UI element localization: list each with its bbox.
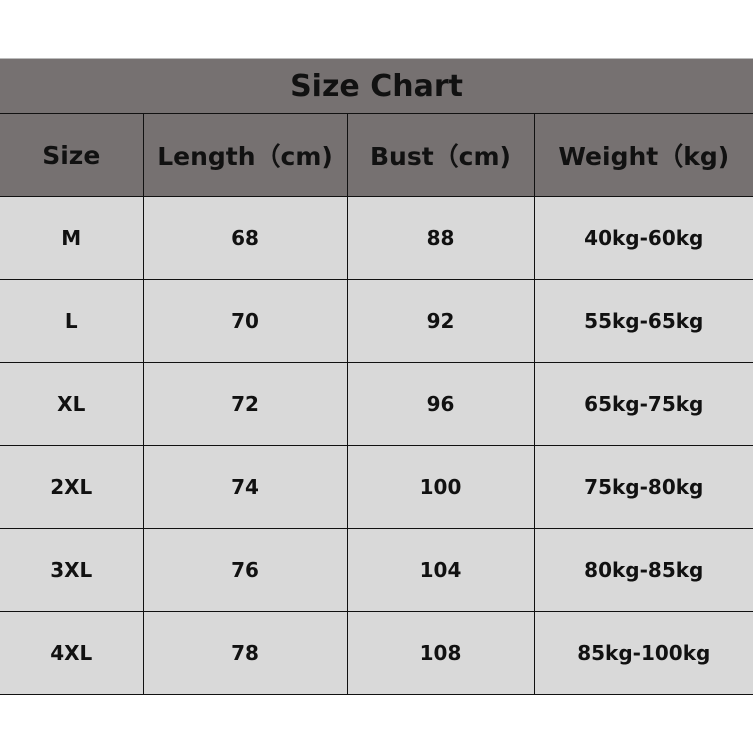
cell-size: M	[0, 196, 144, 280]
header-weight: Weight（kg)	[533, 113, 753, 197]
cell-bust: 104	[346, 528, 535, 612]
cell-length: 76	[142, 528, 348, 612]
table-row: 3XL 76 104 80kg-85kg	[0, 528, 753, 612]
title-row: Size Chart	[0, 58, 753, 114]
cell-length: 72	[142, 362, 348, 446]
cell-weight: 85kg-100kg	[533, 611, 753, 695]
cell-size: 3XL	[0, 528, 144, 612]
cell-bust: 92	[346, 279, 535, 363]
cell-weight: 40kg-60kg	[533, 196, 753, 280]
table-row: L 70 92 55kg-65kg	[0, 279, 753, 363]
cell-bust: 100	[346, 445, 535, 529]
cell-length: 68	[142, 196, 348, 280]
table-row: 2XL 74 100 75kg-80kg	[0, 445, 753, 529]
header-length: Length（cm)	[142, 113, 348, 197]
table-row: M 68 88 40kg-60kg	[0, 196, 753, 280]
size-chart-table: Size Chart Size Length（cm) Bust（cm) Weig…	[0, 58, 753, 695]
cell-bust: 88	[346, 196, 535, 280]
cell-size: 4XL	[0, 611, 144, 695]
cell-length: 74	[142, 445, 348, 529]
header-size: Size	[0, 113, 144, 197]
header-bust: Bust（cm)	[346, 113, 535, 197]
cell-weight: 75kg-80kg	[533, 445, 753, 529]
cell-size: 2XL	[0, 445, 144, 529]
cell-length: 78	[142, 611, 348, 695]
cell-weight: 80kg-85kg	[533, 528, 753, 612]
cell-weight: 55kg-65kg	[533, 279, 753, 363]
header-row: Size Length（cm) Bust（cm) Weight（kg)	[0, 113, 753, 197]
cell-size: L	[0, 279, 144, 363]
table-row: XL 72 96 65kg-75kg	[0, 362, 753, 446]
table-row: 4XL 78 108 85kg-100kg	[0, 611, 753, 695]
chart-title: Size Chart	[0, 58, 753, 114]
cell-bust: 96	[346, 362, 535, 446]
cell-bust: 108	[346, 611, 535, 695]
cell-length: 70	[142, 279, 348, 363]
cell-weight: 65kg-75kg	[533, 362, 753, 446]
cell-size: XL	[0, 362, 144, 446]
